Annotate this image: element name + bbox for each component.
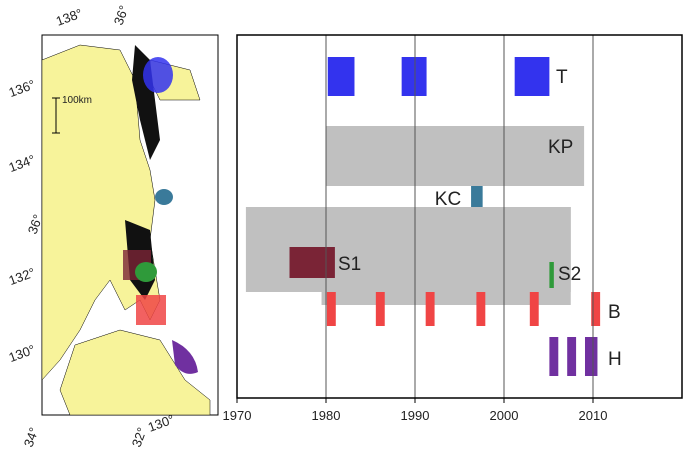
x-tick-label: 1970 [223,408,252,423]
range-bar [289,247,335,278]
region-t [143,57,173,93]
land [59,329,211,416]
range-bar [321,207,571,305]
map-tick: 132° [7,265,37,288]
x-tick-label: 1980 [312,408,341,423]
range-bar [326,292,336,326]
series-label: B [608,302,621,323]
x-tick-label: 1990 [401,408,430,423]
range-bar [401,57,427,96]
x-tick-label: 2000 [490,408,519,423]
series-label: S1 [338,254,361,275]
range-bar [549,262,554,288]
region-kc [155,189,173,205]
range-bar [567,337,577,376]
series-label: S2 [558,264,581,285]
map-tick: 36° [25,212,46,236]
range-bar [425,292,435,326]
range-bar [375,292,385,326]
coastline-points [125,45,160,300]
range-bar [326,126,585,186]
map-tick: 130° [7,342,37,365]
map-tick: 36° [111,3,132,27]
map-tick: 32° [129,425,150,449]
series-label: KC [435,189,461,210]
series-label: H [608,349,622,370]
map-tick: 136° [7,77,37,100]
scale-bar [52,97,60,134]
series-label: T [556,67,568,88]
range-bar [476,292,486,326]
range-bar [584,337,598,376]
range-bar [529,292,539,326]
map-tick: 134° [7,152,37,175]
timeline-chart: T KP KC S1 S2 B H 1970 1980 1990 2000 2010 [223,34,683,423]
region-b [136,295,166,325]
map-tick: 34° [21,425,42,449]
map-tick: 138° [54,6,84,29]
x-tick-label: 2010 [579,408,608,423]
series-label: KP [548,137,573,158]
region-h [172,340,198,374]
plot-frame [236,34,683,399]
range-bar [549,337,559,376]
scale-label: 100km [62,95,92,106]
range-bar [514,57,550,96]
range-bar [327,57,355,96]
region-s2 [135,262,157,282]
range-bar [471,186,483,207]
map-panel: 100km 138° 36° 136° 134° 36° 132° 130° 3… [7,3,219,449]
range-bar [591,292,601,326]
